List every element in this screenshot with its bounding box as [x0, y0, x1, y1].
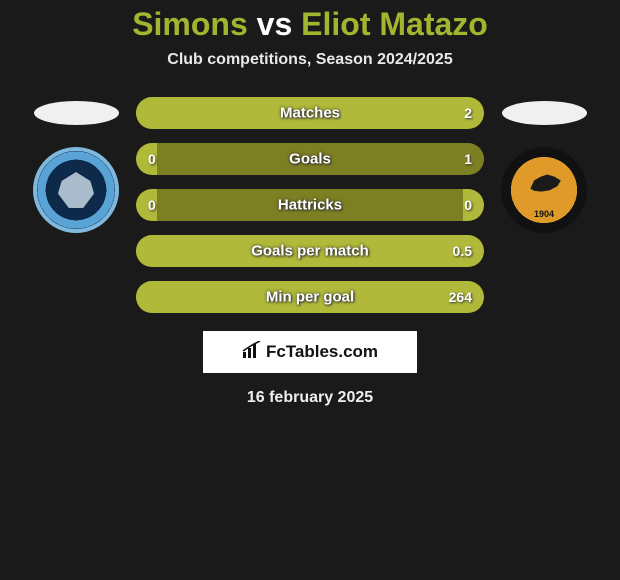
date-text: 16 february 2025 [0, 389, 620, 407]
stat-bar: Matches 2 [136, 97, 484, 129]
bar-value-right: 1 [464, 151, 472, 167]
bar-value-right: 0 [464, 197, 472, 213]
bar-value-right: 0.5 [453, 243, 472, 259]
brand-badge[interactable]: FcTables.com [203, 331, 417, 373]
page-title: Simons vs Eliot Matazo [0, 6, 620, 43]
player2-photo-placeholder [502, 101, 587, 125]
club-crest-right [501, 147, 587, 233]
bar-value-right: 2 [464, 105, 472, 121]
subtitle: Club competitions, Season 2024/2025 [0, 51, 620, 69]
stat-bar: Min per goal 264 [136, 281, 484, 313]
comparison-card: Simons vs Eliot Matazo Club competitions… [0, 0, 620, 407]
stat-bar: Hattricks 0 0 [136, 189, 484, 221]
right-side [484, 97, 604, 233]
comparison-body: Matches 2 Goals 0 1 Hattricks 0 0 Goals per matc… [0, 97, 620, 313]
player1-name: Simons [132, 6, 248, 42]
stat-bar: Goals 0 1 [136, 143, 484, 175]
bar-label: Matches [280, 105, 340, 122]
chart-icon [242, 341, 262, 364]
player1-photo-placeholder [34, 101, 119, 125]
bar-label: Goals per match [251, 243, 369, 260]
bar-value-left: 0 [148, 197, 156, 213]
brand-text: FcTables.com [266, 342, 378, 362]
bar-label: Hattricks [278, 197, 342, 214]
bar-value-left: 0 [148, 151, 156, 167]
player2-name: Eliot Matazo [301, 6, 488, 42]
vs-text: vs [257, 6, 293, 42]
stat-bars: Matches 2 Goals 0 1 Hattricks 0 0 Goals per matc… [136, 97, 484, 313]
bar-value-right: 264 [449, 289, 472, 305]
left-side [16, 97, 136, 233]
club-crest-left [33, 147, 119, 233]
bar-label: Goals [289, 151, 331, 168]
bar-label: Min per goal [266, 289, 354, 306]
stat-bar: Goals per match 0.5 [136, 235, 484, 267]
